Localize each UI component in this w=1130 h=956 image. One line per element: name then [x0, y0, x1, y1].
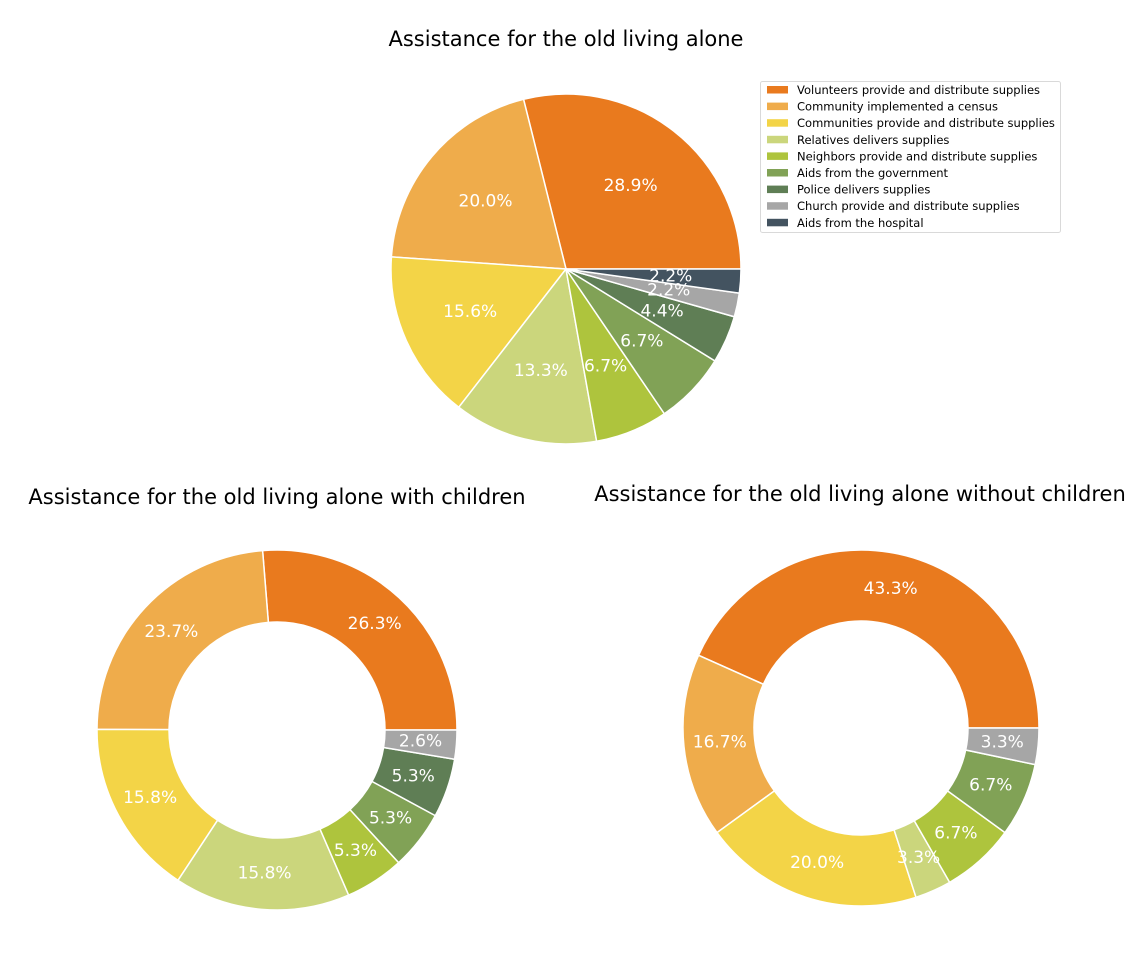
- legend-entry-volunteers-provide-and-distribute-supplies: Volunteers provide and distribute suppli…: [797, 83, 1040, 97]
- slice-volunteers-provide-and-distribute-supplies: [697, 549, 1040, 729]
- slice-community-implemented-a-census: [390, 98, 567, 270]
- slice-label: 5.3%: [334, 841, 377, 861]
- legend-swatch: [767, 86, 788, 94]
- slice-label: 23.7%: [144, 622, 198, 642]
- legend-swatch: [767, 119, 788, 127]
- legend-entry-community-implemented-a-census: Community implemented a census: [797, 100, 998, 114]
- legend: Volunteers provide and distribute suppli…: [760, 81, 1061, 233]
- chart-title-without-children: Assistance for the old living alone with…: [594, 482, 1126, 506]
- slice-volunteers-provide-and-distribute-supplies: [261, 549, 458, 731]
- chart-title-with-children: Assistance for the old living alone with…: [28, 485, 525, 509]
- legend-entry-aids-from-the-hospital: Aids from the hospital: [797, 216, 924, 230]
- slice-label: 43.3%: [864, 579, 918, 599]
- slice-label: 16.7%: [693, 733, 747, 753]
- legend-swatch: [767, 185, 788, 194]
- slice-label: 6.7%: [584, 356, 627, 376]
- legend-entry-aids-from-the-government: Aids from the government: [797, 166, 949, 180]
- slice-church-provide-and-distribute-supplies: [382, 729, 458, 761]
- slice-community-implemented-a-census: [96, 549, 270, 731]
- slice-aids-from-the-hospital: [565, 268, 742, 294]
- legend-swatch: [767, 169, 788, 177]
- slice-communities-provide-and-distribute-supplies: [715, 789, 917, 907]
- slice-label: 15.8%: [123, 788, 177, 808]
- slice-label: 3.3%: [981, 733, 1024, 753]
- legend-entry-relatives-delivers-supplies: Relatives delivers supplies: [797, 133, 949, 147]
- slice-volunteers-provide-and-distribute-supplies: [522, 93, 742, 270]
- slice-label: 6.7%: [969, 776, 1012, 796]
- legend-swatch: [767, 152, 788, 160]
- legend-swatch: [767, 135, 788, 144]
- slice-label: 4.4%: [640, 301, 683, 321]
- legend-entry-communities-provide-and-distribute-supplies: Communities provide and distribute suppl…: [797, 116, 1055, 130]
- donut-chart-with-children: 26.3% 23.7% 15.8% 15.8% 5.3% 5.3% 5.3% 2.6%: [96, 549, 458, 911]
- slice-label: 2.6%: [399, 732, 442, 752]
- legend-entry-church-provide-and-distribute-supplies: Church provide and distribute supplies: [797, 199, 1020, 213]
- slice-label: 15.8%: [238, 863, 292, 883]
- slice-label: 2.2%: [647, 281, 690, 301]
- slice-label: 5.3%: [369, 809, 412, 829]
- slice-label: 26.3%: [348, 614, 402, 634]
- slice-communities-provide-and-distribute-supplies: [390, 256, 568, 409]
- slice-label: 20.0%: [790, 853, 844, 873]
- slice-label: 13.3%: [514, 361, 568, 381]
- slice-label: 20.0%: [459, 192, 513, 212]
- slice-label: 6.7%: [934, 824, 977, 844]
- slice-label: 2.2%: [649, 266, 692, 286]
- legend-swatch: [767, 218, 788, 227]
- legend-frame: [760, 81, 1061, 233]
- legend-swatch: [767, 202, 788, 210]
- slice-label: 3.3%: [897, 848, 940, 868]
- slice-label: 5.3%: [392, 767, 435, 787]
- slice-label: 6.7%: [620, 332, 663, 352]
- pie-chart-main: 28.9%20.0%15.6%13.3% 6.7%6.7%4.4%2.2%2.2%: [390, 93, 742, 445]
- donut-chart-without-children: 43.3% 16.7% 20.0% 3.3% 6.7% 6.7% 3.3%: [682, 549, 1040, 907]
- slice-church-provide-and-distribute-supplies: [964, 727, 1040, 766]
- slice-relatives-delivers-supplies: [457, 267, 598, 445]
- slice-label: 28.9%: [604, 176, 658, 196]
- legend-swatch: [767, 102, 788, 111]
- legend-entry-neighbors-provide-and-distribute-supplies: Neighbors provide and distribute supplie…: [797, 149, 1037, 163]
- legend-entry-police-delivers-supplies: Police delivers supplies: [797, 183, 930, 197]
- chart-title-main: Assistance for the old living alone: [389, 27, 744, 51]
- slice-label: 15.6%: [443, 302, 497, 322]
